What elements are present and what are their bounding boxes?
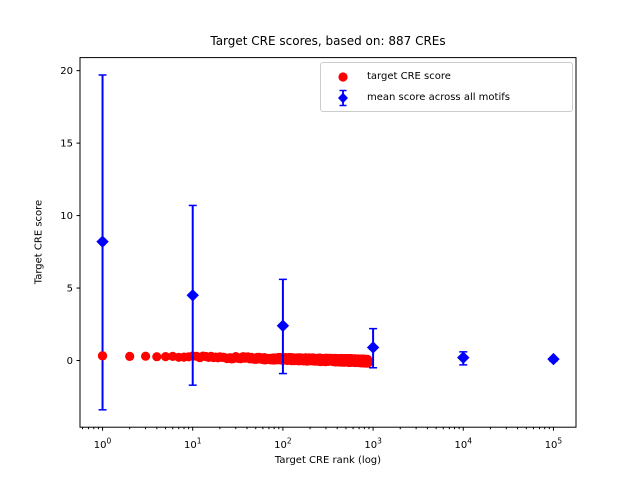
svg-text:102: 102: [274, 437, 292, 452]
blue-diamond-errorbar-marker-icon: [338, 89, 348, 106]
svg-text:104: 104: [455, 437, 473, 452]
axes-frame: [79, 57, 577, 428]
svg-text:5: 5: [67, 284, 73, 295]
red-circle-marker-icon: [338, 71, 348, 82]
axis-ticks: [76, 70, 554, 431]
legend: target CRE score mean score across all m…: [320, 62, 573, 112]
legend-entry-target-score: target CRE score: [321, 66, 572, 87]
red-dot-rank1: [97, 351, 108, 361]
series-target-cre-score: [97, 351, 373, 368]
svg-text:105: 105: [545, 437, 563, 452]
svg-text:15: 15: [60, 139, 73, 150]
axis-tick-labels: 100 101 102 103 104 105 0 5 10 15 20: [60, 66, 562, 451]
legend-label-target-score: target CRE score: [367, 71, 451, 82]
svg-text:0: 0: [67, 356, 73, 367]
x-axis-label: Target CRE rank (log): [274, 455, 382, 466]
svg-text:101: 101: [184, 437, 202, 452]
svg-text:10: 10: [60, 211, 73, 222]
svg-text:103: 103: [364, 437, 382, 452]
legend-label-mean-score: mean score across all motifs: [367, 92, 510, 103]
svg-text:20: 20: [60, 66, 73, 77]
svg-text:100: 100: [94, 437, 112, 452]
legend-entry-mean-score: mean score across all motifs: [321, 87, 572, 108]
y-axis-label: Target CRE score: [33, 199, 45, 285]
chart-title: Target CRE scores, based on: 887 CREs: [210, 34, 446, 48]
